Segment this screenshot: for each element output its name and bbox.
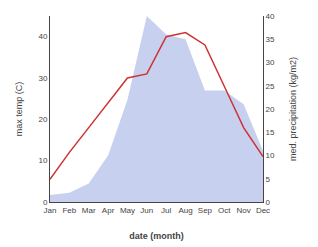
svg-text:10: 10 [266,151,275,160]
svg-text:Mar: Mar [82,206,96,215]
svg-text:Aug: Aug [178,206,192,215]
svg-text:25: 25 [266,82,275,91]
svg-text:40: 40 [38,32,47,41]
svg-text:30: 30 [38,74,47,83]
svg-text:15: 15 [266,128,275,137]
svg-text:35: 35 [266,35,275,44]
svg-text:med. precipitation (kg/m2): med. precipitation (kg/m2) [288,57,298,161]
svg-text:Feb: Feb [62,206,76,215]
svg-text:40: 40 [266,12,275,21]
svg-text:Oct: Oct [218,206,231,215]
svg-text:Jan: Jan [44,206,57,215]
svg-text:20: 20 [38,115,47,124]
svg-text:10: 10 [38,156,47,165]
svg-text:Jun: Jun [140,206,153,215]
svg-text:May: May [120,206,135,215]
svg-text:Nov: Nov [237,206,251,215]
svg-text:0: 0 [266,198,271,207]
svg-text:5: 5 [266,175,271,184]
svg-text:Dec: Dec [256,206,270,215]
svg-text:Sep: Sep [198,206,213,215]
svg-text:Jul: Jul [161,206,171,215]
svg-text:0: 0 [43,198,48,207]
svg-text:date (month): date (month) [129,231,184,241]
svg-text:max temp (C): max temp (C) [14,82,24,137]
svg-text:30: 30 [266,58,275,67]
svg-text:Apr: Apr [102,206,115,215]
svg-text:20: 20 [266,105,275,114]
